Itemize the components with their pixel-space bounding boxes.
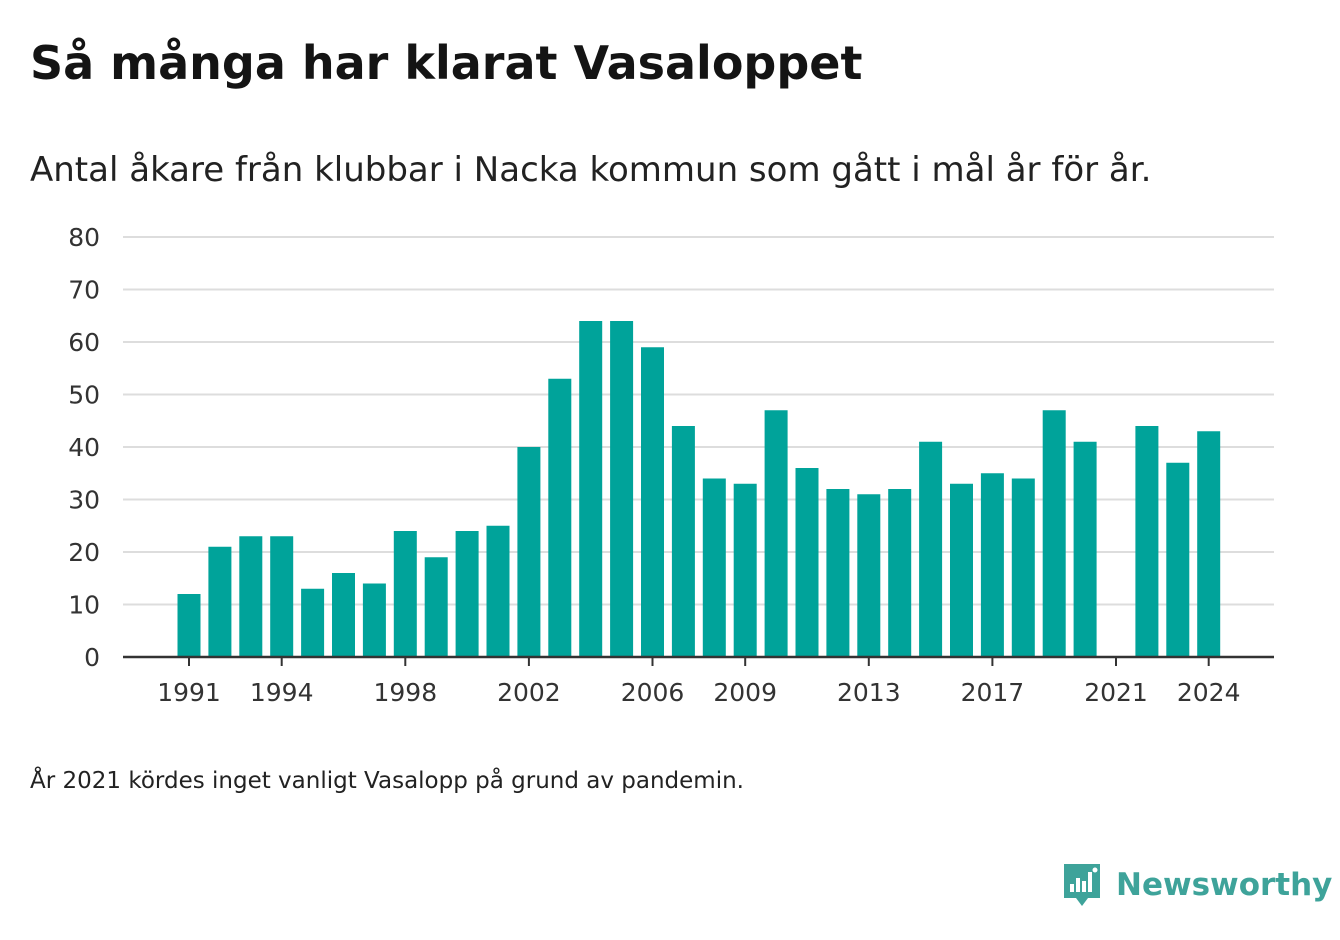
y-tick-label: 80 [68,223,100,252]
chart-title: Så många har klarat Vasaloppet [30,36,863,90]
y-tick-label: 50 [68,381,100,410]
bar [486,525,510,657]
bar [208,546,232,657]
bar [980,473,1004,657]
x-tick-label: 2024 [1177,678,1241,707]
x-tick-label: 1994 [250,678,314,707]
bar [270,536,294,657]
y-tick-label: 30 [68,486,100,515]
bars [177,321,1221,657]
bar [857,494,881,657]
bar [764,410,788,657]
x-tick-label: 1998 [373,678,437,707]
bar [671,426,695,657]
axes: 0 10 20 30 40 50 60 70 80 1991 1994 1998 2002 2006 200… [68,223,1274,707]
newsworthy-chart-bubble-icon [1064,864,1100,906]
bar [177,594,201,657]
brand-logo: Newsworthy [1062,862,1332,908]
bar [301,588,325,657]
y-tick-label: 40 [68,433,100,462]
y-tick-label: 70 [68,276,100,305]
brand-name: Newsworthy [1116,867,1333,903]
footnote: År 2021 kördes inget vanligt Vasalopp på… [30,768,744,794]
bar [393,531,417,657]
chart-subtitle: Antal åkare från klubbar i Nacka kommun … [30,150,1152,190]
bar [424,557,448,657]
bar [641,347,664,657]
bar [455,531,479,657]
bar [1135,426,1159,657]
bar [517,447,541,657]
bar [239,536,263,657]
x-tick-label: 2009 [713,678,777,707]
bar [795,468,819,657]
bar [1166,462,1190,657]
bar [826,489,850,657]
x-tick-label: 2002 [497,678,561,707]
bar [702,478,726,657]
bar [733,483,757,657]
x-tick-label: 2017 [961,678,1025,707]
bar [548,378,572,657]
bar [362,583,386,657]
y-tick-label: 10 [68,591,100,620]
x-tick-label: 1991 [157,678,221,707]
x-tick-label: 2021 [1084,678,1148,707]
bar [1011,478,1035,657]
bar [950,483,973,657]
bar [1197,431,1221,657]
bar [1073,441,1097,657]
x-tick-label: 2013 [837,678,901,707]
bar [919,441,943,657]
bar [332,573,355,657]
bar [610,321,634,657]
y-tick-label: 60 [68,328,100,357]
gridlines [123,236,1274,606]
y-tick-label: 20 [68,538,100,567]
bar-chart: 0 10 20 30 40 50 60 70 80 1991 1994 1998 2002 2006 200… [68,223,1274,707]
bar [1042,410,1066,657]
bar [888,489,912,657]
x-tick-label: 2006 [621,678,685,707]
y-tick-label: 0 [84,643,100,672]
bar [579,321,603,657]
